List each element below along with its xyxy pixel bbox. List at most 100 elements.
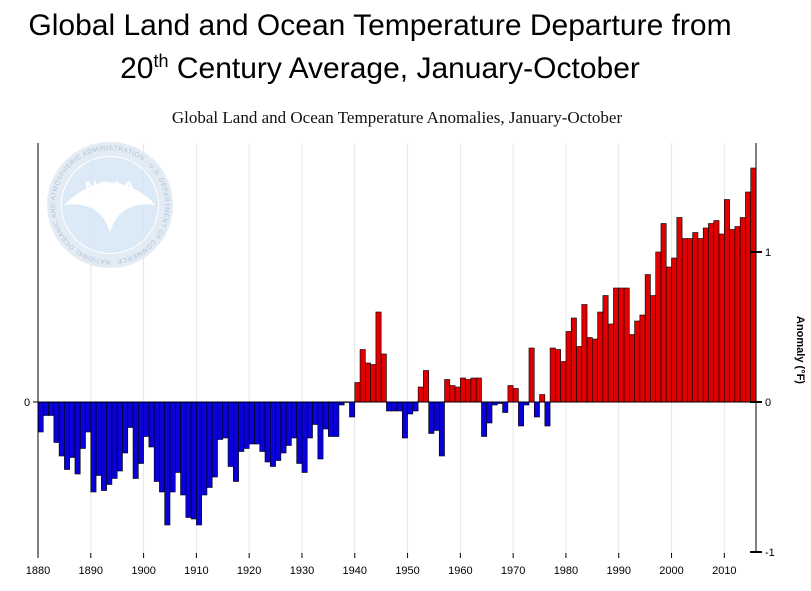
right-tick-label: 0 xyxy=(765,397,771,409)
bar xyxy=(291,401,297,439)
bar xyxy=(48,401,55,416)
slide-title-line2-post: Century Average, January-October xyxy=(168,52,640,85)
bar xyxy=(42,401,49,416)
bar xyxy=(354,382,361,403)
bar xyxy=(718,233,725,403)
bar xyxy=(602,295,609,403)
x-tick-label: 1970 xyxy=(501,565,525,577)
noaa-bird-icon xyxy=(64,182,156,232)
bar xyxy=(317,401,324,460)
bar xyxy=(687,238,693,403)
bar xyxy=(692,232,699,403)
bar xyxy=(681,238,688,403)
x-tick-label: 1960 xyxy=(448,565,472,577)
bar xyxy=(607,323,614,403)
slide-title-line1: Global Land and Ocean Temperature Depart… xyxy=(28,9,732,42)
bar xyxy=(570,317,577,403)
bar xyxy=(639,314,646,403)
x-axis-ticks: 1880 1890 1900 1910 1920 1930 1940 1950 1960 1970… xyxy=(26,553,737,577)
x-tick-label: 1910 xyxy=(184,565,208,577)
bar xyxy=(465,379,472,403)
bar xyxy=(586,337,593,403)
bar xyxy=(269,401,276,467)
bar xyxy=(306,401,313,439)
bar xyxy=(312,401,319,425)
bar xyxy=(201,401,208,496)
bar xyxy=(655,251,662,403)
bar xyxy=(365,362,371,403)
bar xyxy=(233,401,239,482)
bar xyxy=(745,191,752,403)
bar xyxy=(79,401,86,449)
bar xyxy=(127,401,134,428)
bar xyxy=(37,401,44,433)
bar xyxy=(64,401,70,470)
bar xyxy=(544,401,551,427)
bar xyxy=(322,401,329,430)
bar xyxy=(196,401,202,526)
bar xyxy=(533,401,540,418)
left-axis-ticks: 0 xyxy=(24,397,38,409)
bar xyxy=(660,223,667,403)
bar xyxy=(380,353,387,403)
x-tick-label: 1920 xyxy=(237,565,261,577)
bar xyxy=(217,401,224,440)
right-tick-label: -1 xyxy=(765,547,775,559)
bar xyxy=(259,401,266,452)
bar xyxy=(206,401,213,488)
bar xyxy=(401,401,408,439)
bar xyxy=(238,401,245,452)
bar xyxy=(565,331,572,403)
bar xyxy=(702,227,709,403)
bar xyxy=(280,401,287,454)
bars xyxy=(37,167,757,526)
bar xyxy=(74,401,81,475)
bar xyxy=(211,401,218,478)
bar xyxy=(370,364,377,403)
bar xyxy=(708,223,715,403)
bar xyxy=(613,287,620,403)
noaa-logo-ring xyxy=(47,142,173,268)
bar xyxy=(512,388,519,403)
bar xyxy=(555,349,561,403)
bar xyxy=(665,266,672,403)
bar xyxy=(248,401,255,445)
bar xyxy=(180,401,187,496)
bar xyxy=(539,394,546,403)
bar xyxy=(122,401,129,454)
x-tick-label: 1900 xyxy=(131,565,155,577)
bar xyxy=(148,401,155,448)
bar xyxy=(475,377,482,403)
bar xyxy=(375,311,382,403)
bar xyxy=(69,401,76,458)
right-axis-ticks: 1 0 -1 xyxy=(750,247,775,559)
bar xyxy=(549,347,556,403)
bar xyxy=(618,287,625,403)
bar xyxy=(359,349,366,403)
bar xyxy=(417,386,424,403)
x-tick-label: 2010 xyxy=(712,565,736,577)
bar xyxy=(481,401,488,437)
slide-title-line2-sup: th xyxy=(153,51,169,71)
left-tick-label: 0 xyxy=(24,397,30,409)
bar xyxy=(227,401,234,467)
bar xyxy=(159,401,166,493)
noaa-logo: NATIONAL OCEANIC AND ATMOSPHERIC ADMINIS… xyxy=(47,142,173,268)
slide-title-line2-pre: 20 xyxy=(120,52,154,85)
bar xyxy=(243,401,250,449)
bar xyxy=(169,401,176,493)
x-tick-label: 1880 xyxy=(26,565,50,577)
bar xyxy=(729,229,736,403)
x-tick-label: 1890 xyxy=(79,565,103,577)
bar xyxy=(713,220,720,403)
bar xyxy=(449,385,456,403)
bar xyxy=(349,401,356,418)
bar xyxy=(222,401,229,439)
bar xyxy=(254,401,261,445)
x-tick-label: 1940 xyxy=(343,565,367,577)
bar xyxy=(454,386,461,403)
bar xyxy=(301,401,308,473)
x-tick-label: 1990 xyxy=(606,565,630,577)
bar xyxy=(576,346,583,403)
bar xyxy=(470,377,477,403)
